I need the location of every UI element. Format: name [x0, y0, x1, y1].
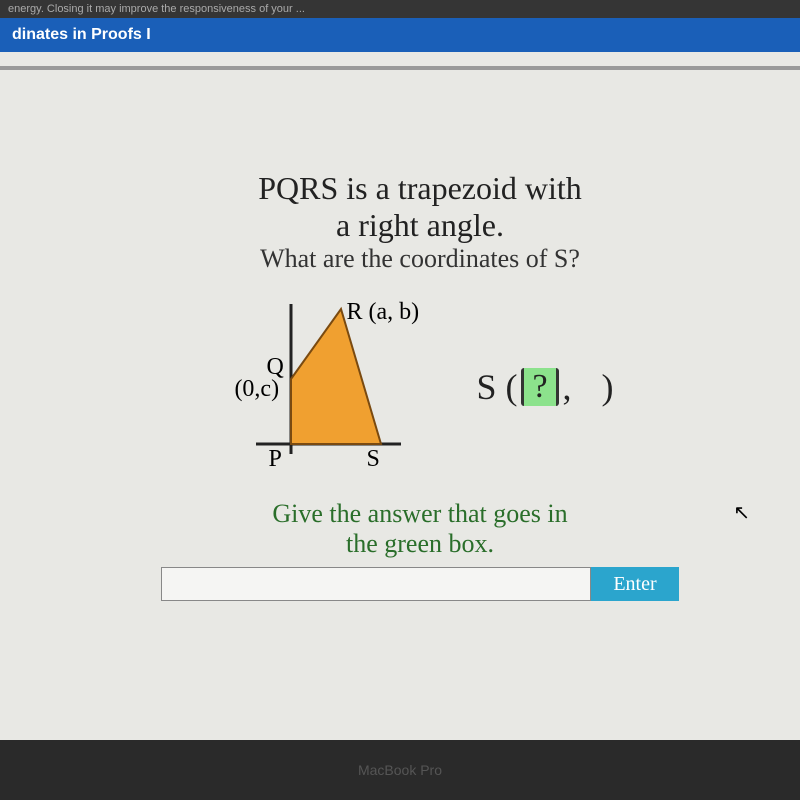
label-s: S	[366, 446, 379, 473]
label-p: P	[268, 446, 281, 473]
label-q-coord: (0,c)	[234, 376, 279, 403]
answer-input[interactable]	[161, 567, 591, 601]
bottom-text: MacBook Pro	[358, 762, 442, 778]
label-r: R (a, b)	[346, 299, 419, 326]
answer-suffix: )	[602, 366, 614, 408]
instruction: Give the answer that goes in the green b…	[120, 499, 720, 559]
instruction-line2: the green box.	[120, 529, 720, 559]
content-area: PQRS is a trapezoid with a right angle. …	[0, 70, 800, 641]
answer-prefix: S (	[476, 366, 517, 408]
question-line3: What are the coordinates of S?	[120, 244, 720, 274]
diagram-row: R (a, b) Q (0,c) P S S ( ? , )	[120, 294, 720, 479]
answer-comma: ,	[563, 366, 572, 408]
question-line2: a right angle.	[120, 207, 720, 244]
page-header: dinates in Proofs I	[0, 18, 800, 52]
answer-section: S ( ? , )	[476, 366, 613, 408]
cursor-icon: ↖	[733, 500, 750, 525]
trapezoid-diagram: R (a, b) Q (0,c) P S	[226, 294, 436, 479]
question-line1: PQRS is a trapezoid with	[120, 170, 720, 207]
input-row: Enter	[160, 567, 680, 601]
system-topbar: energy. Closing it may improve the respo…	[0, 0, 800, 18]
green-box[interactable]: ?	[521, 368, 558, 406]
instruction-line1: Give the answer that goes in	[120, 499, 720, 529]
bottom-bar: MacBook Pro	[0, 740, 800, 800]
topbar-text: energy. Closing it may improve the respo…	[8, 3, 305, 15]
enter-button[interactable]: Enter	[591, 567, 678, 601]
header-title: dinates in Proofs I	[12, 26, 151, 43]
